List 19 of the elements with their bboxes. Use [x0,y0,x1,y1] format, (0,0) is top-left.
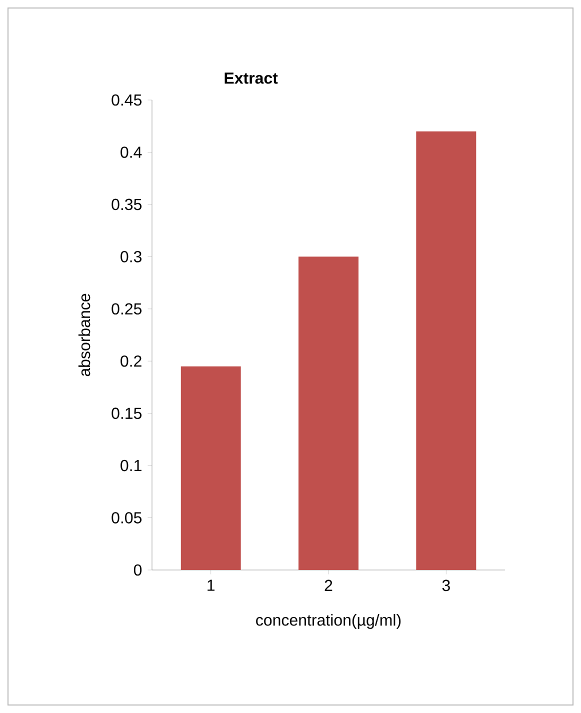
y-tick-label: 0.45 [112,94,142,106]
y-tick-label: 0 [134,564,142,576]
chart-title: Extract [224,72,278,84]
y-tick-label: 0.15 [112,408,142,419]
y-tick-label: 0.2 [120,355,142,367]
x-tick-label: 3 [442,580,450,592]
x-axis-title: concentration(µg/ml) [256,614,401,629]
y-tick-label: 0.3 [120,251,142,262]
y-tick-label: 0.1 [120,460,142,472]
x-tick-label: 1 [208,580,214,591]
y-tick-label: 0.05 [112,512,142,524]
y-tick-label: 0.25 [112,303,142,315]
bar [298,256,358,570]
y-axis-title: absorbance [78,294,90,376]
y-tick-label: 0.4 [120,146,142,158]
x-tick-label: 2 [324,580,332,591]
y-tick-label: 0.35 [112,198,142,210]
bar [180,366,241,570]
bar [416,131,476,570]
